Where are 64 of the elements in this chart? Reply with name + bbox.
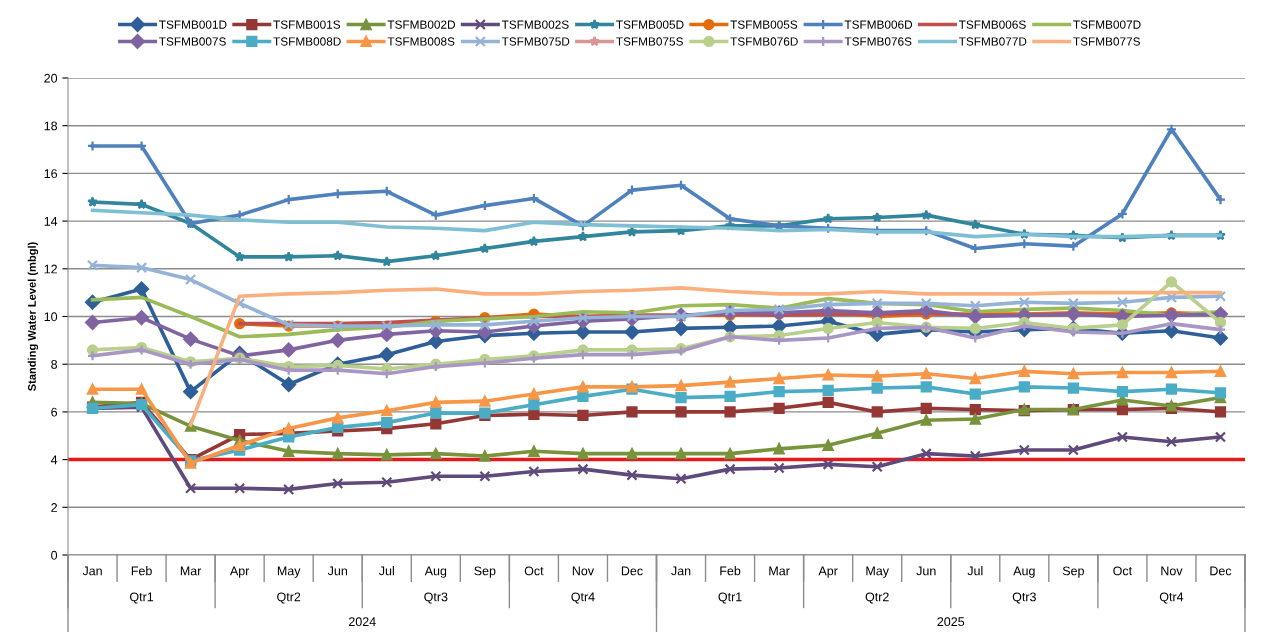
x-tick-label: Jan (82, 566, 102, 576)
y-tick-label: 2 (51, 503, 57, 512)
text: Qtr1 (718, 592, 742, 604)
y-tick-label: 12 (44, 264, 57, 274)
y-tick-label: 0 (51, 550, 58, 560)
legend-label: TSFMB008D (273, 37, 341, 46)
x-tick-label: Jun (916, 566, 936, 576)
y-tick-label: 20 (44, 73, 58, 83)
x-tick-label: Mar (769, 566, 790, 576)
legend-label: TSFMB006D (844, 20, 913, 29)
text: Qtr4 (1159, 592, 1184, 604)
legend-label: TSFMB002S (501, 20, 569, 29)
x-tick-label: May (277, 566, 301, 578)
x-tick-label: Feb (131, 566, 152, 576)
text: Qtr1 (130, 592, 154, 604)
x-tick-label: Feb (720, 566, 741, 576)
y-tick-label: 8 (51, 360, 58, 369)
x-tick-label: Jul (378, 566, 394, 576)
x-tick-label: Aug (424, 566, 447, 578)
x-tick-label: Nov (572, 566, 595, 576)
text: Qtr3 (1012, 592, 1036, 604)
legend-label: TSFMB075D (501, 37, 570, 46)
x-tick-label: Jul (967, 566, 983, 576)
x-tick-label: Nov (1161, 566, 1183, 576)
x-tick-label: Apr (229, 566, 250, 578)
y-tick-label: 6 (51, 407, 58, 417)
legend-label: TSFMB002D (387, 20, 455, 29)
legend-label: TSFMB007D (1073, 20, 1141, 29)
x-tick-label: May (866, 566, 889, 578)
y-tick-label: 16 (44, 169, 58, 179)
legend-label: TSFMB005D (616, 20, 684, 29)
legend-label: TSFMB001D (159, 20, 227, 29)
x-tick-label: Apr (818, 566, 838, 578)
x-tick-label: Sep (474, 566, 496, 578)
legend-label: TSFMB005S (730, 20, 798, 29)
y-tick-label: 4 (50, 455, 58, 465)
legend-label: TSFMB076D (730, 37, 798, 46)
x-tick-label: Aug (1013, 566, 1035, 578)
x-tick-label: Sep (1062, 566, 1084, 578)
y-tick-label: 14 (44, 217, 58, 226)
text: 2025 (937, 617, 965, 627)
y-tick-label: 10 (44, 312, 58, 322)
text: Qtr4 (571, 592, 595, 604)
y-tick-label: 18 (44, 121, 58, 131)
x-tick-label: Oct (1113, 566, 1133, 576)
x-tick-label: Jun (327, 566, 347, 576)
x-tick-label: Dec (1210, 566, 1232, 576)
legend-label: TSFMB001S (273, 20, 341, 29)
legend-label: TSFMB008S (387, 37, 455, 46)
x-tick-label: Oct (524, 566, 544, 576)
legend-label: TSFMB075S (616, 37, 683, 46)
legend-label: TSFMB076S (844, 37, 912, 46)
x-tick-label: Dec (621, 566, 643, 576)
x-tick-label: Mar (180, 566, 202, 576)
text: Qtr2 (277, 592, 301, 604)
legend-label: TSFMB006S (958, 20, 1026, 29)
y-axis-title: Standing Water Level (mbgl) (27, 242, 39, 391)
legend-label: TSFMB077D (958, 37, 1027, 46)
text: 2024 (348, 617, 376, 627)
legend-label: TSFMB007S (159, 37, 226, 46)
x-tick-label: Jan (671, 566, 691, 576)
text: Qtr3 (424, 592, 448, 604)
legend-label: TSFMB077S (1073, 37, 1140, 46)
text: Qtr2 (865, 592, 889, 604)
